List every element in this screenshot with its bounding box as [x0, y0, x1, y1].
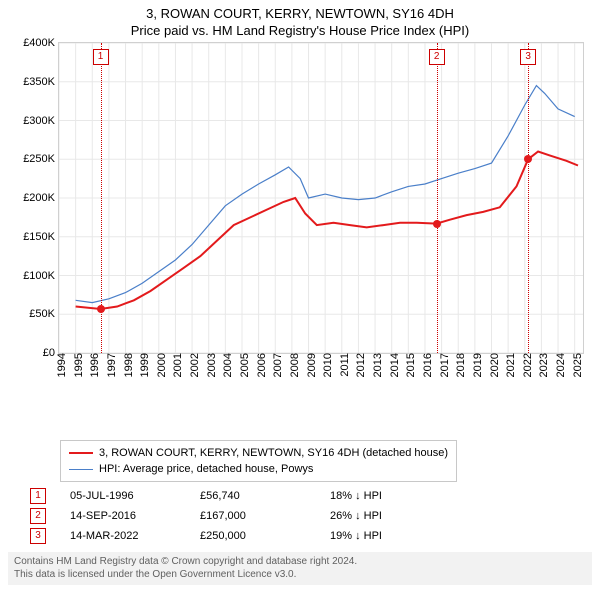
event-dot — [524, 155, 532, 163]
x-tick-label: 2015 — [403, 353, 417, 377]
event-row: 1 05-JUL-1996£56,74018% ↓ HPI — [30, 486, 382, 506]
event-delta: 18% ↓ HPI — [330, 490, 382, 502]
x-tick-label: 2020 — [487, 353, 501, 377]
event-number-box: 1 — [30, 488, 46, 504]
x-tick-label: 2025 — [570, 353, 584, 377]
chart-lines — [59, 43, 583, 353]
x-tick-label: 2009 — [304, 353, 318, 377]
legend-row: 3, ROWAN COURT, KERRY, NEWTOWN, SY16 4DH… — [69, 445, 448, 461]
x-tick-label: 2007 — [270, 353, 284, 377]
title-line1: 3, ROWAN COURT, KERRY, NEWTOWN, SY16 4DH — [0, 6, 600, 23]
event-marker-box: 2 — [429, 49, 445, 65]
y-tick-label: £350K — [23, 76, 59, 88]
title-line2: Price paid vs. HM Land Registry's House … — [0, 23, 600, 40]
x-tick-label: 1997 — [104, 353, 118, 377]
event-delta: 19% ↓ HPI — [330, 530, 382, 542]
event-delta: 26% ↓ HPI — [330, 510, 382, 522]
x-tick-label: 2023 — [536, 353, 550, 377]
footer-line1: Contains HM Land Registry data © Crown c… — [14, 556, 586, 569]
plot-area: £0£50K£100K£150K£200K£250K£300K£350K£400… — [58, 42, 584, 354]
x-tick-label: 2019 — [470, 353, 484, 377]
y-tick-label: £250K — [23, 153, 59, 165]
x-tick-label: 1998 — [121, 353, 135, 377]
x-tick-label: 2002 — [187, 353, 201, 377]
y-tick-label: £300K — [23, 115, 59, 127]
x-tick-label: 2018 — [453, 353, 467, 377]
event-number-box: 3 — [30, 528, 46, 544]
x-tick-label: 2000 — [154, 353, 168, 377]
event-dot — [433, 220, 441, 228]
event-price: £56,740 — [200, 490, 330, 502]
x-tick-label: 2003 — [204, 353, 218, 377]
y-tick-label: £150K — [23, 231, 59, 243]
x-tick-label: 2005 — [237, 353, 251, 377]
chart-title: 3, ROWAN COURT, KERRY, NEWTOWN, SY16 4DH… — [0, 0, 600, 40]
y-tick-label: £100K — [23, 270, 59, 282]
x-tick-label: 1996 — [87, 353, 101, 377]
x-tick-label: 2013 — [370, 353, 384, 377]
x-tick-label: 2024 — [553, 353, 567, 377]
legend-label: HPI: Average price, detached house, Powy… — [99, 463, 313, 475]
event-date: 14-SEP-2016 — [70, 510, 200, 522]
footer-line2: This data is licensed under the Open Gov… — [14, 569, 586, 582]
y-tick-label: £400K — [23, 37, 59, 49]
footer: Contains HM Land Registry data © Crown c… — [8, 552, 592, 585]
event-marker-box: 3 — [520, 49, 536, 65]
x-tick-label: 2008 — [287, 353, 301, 377]
event-price: £167,000 — [200, 510, 330, 522]
x-tick-label: 2012 — [353, 353, 367, 377]
event-table: 1 05-JUL-1996£56,74018% ↓ HPI 2 14-SEP-2016… — [30, 486, 382, 546]
event-number-box: 2 — [30, 508, 46, 524]
x-tick-label: 1995 — [71, 353, 85, 377]
legend-label: 3, ROWAN COURT, KERRY, NEWTOWN, SY16 4DH… — [99, 447, 448, 459]
x-tick-label: 1994 — [54, 353, 68, 377]
x-tick-label: 2014 — [387, 353, 401, 377]
event-date: 14-MAR-2022 — [70, 530, 200, 542]
x-tick-label: 1999 — [137, 353, 151, 377]
legend-row: HPI: Average price, detached house, Powy… — [69, 461, 448, 477]
x-tick-label: 2022 — [520, 353, 534, 377]
event-marker-box: 1 — [93, 49, 109, 65]
event-price: £250,000 — [200, 530, 330, 542]
y-tick-label: £50K — [29, 308, 59, 320]
legend-swatch — [69, 452, 93, 454]
event-row: 3 14-MAR-2022£250,00019% ↓ HPI — [30, 526, 382, 546]
event-dot — [97, 305, 105, 313]
x-tick-label: 2010 — [320, 353, 334, 377]
y-tick-label: £200K — [23, 192, 59, 204]
chart: £0£50K£100K£150K£200K£250K£300K£350K£400… — [8, 42, 592, 402]
x-tick-label: 2021 — [503, 353, 517, 377]
x-tick-label: 2001 — [170, 353, 184, 377]
event-vline — [528, 43, 529, 353]
event-vline — [437, 43, 438, 353]
x-tick-label: 2017 — [437, 353, 451, 377]
x-tick-label: 2004 — [220, 353, 234, 377]
x-tick-label: 2016 — [420, 353, 434, 377]
event-row: 2 14-SEP-2016£167,00026% ↓ HPI — [30, 506, 382, 526]
event-date: 05-JUL-1996 — [70, 490, 200, 502]
x-tick-label: 2011 — [337, 353, 351, 377]
legend: 3, ROWAN COURT, KERRY, NEWTOWN, SY16 4DH… — [60, 440, 457, 482]
series-price_paid — [76, 152, 578, 310]
legend-swatch — [69, 469, 93, 470]
x-tick-label: 2006 — [254, 353, 268, 377]
